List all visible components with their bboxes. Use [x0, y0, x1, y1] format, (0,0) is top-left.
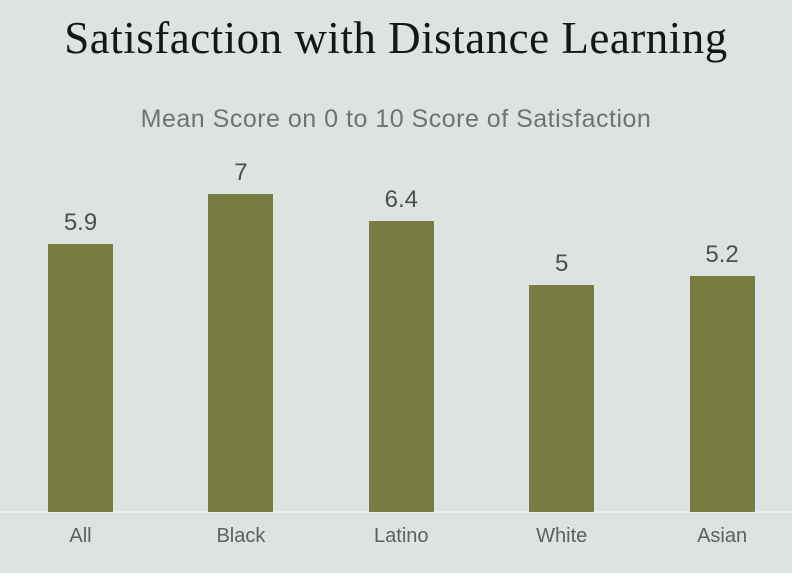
- value-label-all: 5.9: [63, 209, 98, 236]
- bar-latino: [368, 221, 434, 512]
- value-label-latino: 6.4: [384, 186, 418, 213]
- chart-subtitle: Mean Score on 0 to 10 Score of Satisfact…: [140, 105, 652, 133]
- category-label-black: Black: [216, 525, 266, 547]
- value-label-asian: 5.2: [705, 241, 739, 268]
- value-label-white: 5: [555, 250, 569, 277]
- chart-title: Satisfaction with Distance Learning: [64, 13, 728, 63]
- bar-white: [529, 285, 595, 512]
- bar-all: [48, 244, 113, 512]
- bar-asian: [689, 276, 755, 512]
- category-label-all: All: [69, 525, 92, 547]
- bar-black: [208, 194, 274, 512]
- category-label-latino: Latino: [374, 525, 429, 547]
- bar-chart-plot-area: 5.9 All 7 Black 6.4 Latino 5 White 5.2 Asian: [0, 150, 792, 573]
- x-axis-line: [0, 511, 792, 513]
- category-label-white: White: [536, 525, 588, 547]
- value-label-black: 7: [234, 159, 248, 186]
- category-label-asian: Asian: [697, 525, 748, 547]
